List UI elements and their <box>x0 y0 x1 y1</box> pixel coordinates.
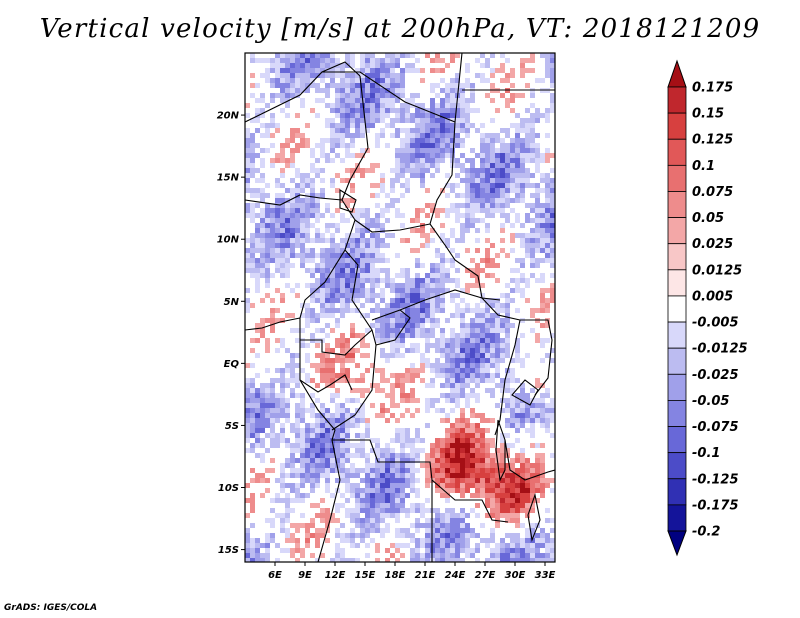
colorbar-segment <box>667 269 687 297</box>
colorbar-label: 0.0125 <box>692 263 742 278</box>
colorbar-label: -0.075 <box>692 420 739 435</box>
colorbar-label: -0.125 <box>692 472 739 487</box>
border-tanzania <box>504 439 555 481</box>
map-frame <box>244 52 556 563</box>
border-nigeria-cameroon <box>299 199 356 319</box>
country-borders <box>245 53 555 562</box>
colorbar-segment <box>667 478 687 506</box>
colorbar-segment <box>667 426 687 454</box>
border-drc-angola <box>332 439 509 523</box>
colorbar-label: 0.075 <box>692 185 733 200</box>
colorbar-label: 0.125 <box>692 133 733 148</box>
colorbar-segment <box>667 373 687 401</box>
border-east-africa <box>520 319 553 396</box>
colorbar-segment <box>667 138 687 166</box>
lon-tick-label: 30E <box>505 570 526 581</box>
grads-credit: GrADS: IGES/COLA <box>4 603 98 613</box>
vertical-velocity-field <box>245 53 555 562</box>
lat-tick-label: 20N <box>217 111 240 122</box>
lon-tick-label: 18E <box>385 570 406 581</box>
border-cameroon-car <box>344 249 377 346</box>
lat-tick-label: 10N <box>217 235 240 246</box>
colorbar-segment <box>667 112 687 140</box>
lon-tick-label: 9E <box>298 570 312 581</box>
lon-tick-label: 15E <box>355 570 376 581</box>
colorbar-segment <box>667 191 687 218</box>
lake-malawi <box>527 492 541 543</box>
colorbar-label: -0.05 <box>692 394 729 409</box>
lat-tick-label: 5S <box>225 421 239 432</box>
latitude-axis: 20N 15N 10N 5N EQ 5S 10S 15S <box>217 111 245 556</box>
border-congo-drc <box>331 344 377 431</box>
border-niger-nigeria <box>245 194 343 206</box>
border-car-south <box>375 309 411 346</box>
colorbar-label: -0.2 <box>692 525 720 540</box>
lon-tick-label: 33E <box>535 570 556 581</box>
colorbar-label: -0.0125 <box>692 342 748 357</box>
longitude-axis: 6E 9E 12E 15E 18E 21E 24E 27E 30E 33E <box>268 562 556 581</box>
lon-tick-label: 6E <box>268 570 282 581</box>
colorbar-label: -0.1 <box>692 446 720 461</box>
colorbar-segment <box>667 243 687 271</box>
lake-chad <box>339 189 357 213</box>
lat-tick-label: 15S <box>218 545 239 556</box>
colorbar-segment <box>667 164 687 192</box>
lon-tick-label: 27E <box>475 570 496 581</box>
colorbar-label: 0.1 <box>692 159 715 174</box>
colorbar-label: 0.175 <box>692 81 733 96</box>
colorbar-top-arrow <box>667 59 687 88</box>
border-chad-sudan <box>429 121 501 301</box>
border-car-congo <box>371 289 483 321</box>
lon-tick-label: 24E <box>445 570 466 581</box>
colorbar-segment <box>667 295 687 323</box>
colorbar-segment <box>667 86 687 114</box>
border-niger-chad <box>341 75 369 201</box>
lat-tick-label: 15N <box>217 173 240 184</box>
colorbar-segment <box>667 347 687 375</box>
colorbar-label: -0.025 <box>692 368 739 383</box>
coastline-west <box>245 317 341 562</box>
colorbar-label: 0.005 <box>692 289 733 304</box>
lon-tick-label: 21E <box>415 570 436 581</box>
colorbar-segment <box>667 504 687 532</box>
colorbar-label: -0.005 <box>692 316 739 331</box>
colorbar-label: -0.175 <box>692 498 739 513</box>
border-gabon-south <box>299 374 353 393</box>
lon-tick-label: 12E <box>325 570 346 581</box>
colorbar-bottom-arrow <box>667 530 687 557</box>
border-drc-east <box>481 297 521 436</box>
lake-victoria <box>511 379 539 406</box>
colorbar-segment <box>667 452 687 480</box>
border-chad-car <box>354 219 431 233</box>
lat-tick-label: EQ <box>224 359 240 370</box>
colorbar-label: 0.025 <box>692 237 733 252</box>
colorbar-segment <box>667 217 687 245</box>
lat-tick-label: 5N <box>224 297 240 308</box>
border-libya-niger-chad <box>322 53 463 123</box>
colorbar-segment <box>667 321 687 349</box>
lake-tanganyika <box>495 419 506 482</box>
colorbar-label: 0.05 <box>692 211 724 226</box>
colorbar-label: 0.15 <box>692 107 724 122</box>
colorbar-segment <box>667 400 687 427</box>
page-title: Vertical velocity [m/s] at 200hPa, VT: 2… <box>39 14 761 44</box>
lat-tick-label: 10S <box>218 483 239 494</box>
border-gabon-congo <box>300 329 373 356</box>
colorbar: 0.175 0.15 0.125 0.1 0.075 0.05 0.025 0.0125 0.0… <box>667 59 748 557</box>
